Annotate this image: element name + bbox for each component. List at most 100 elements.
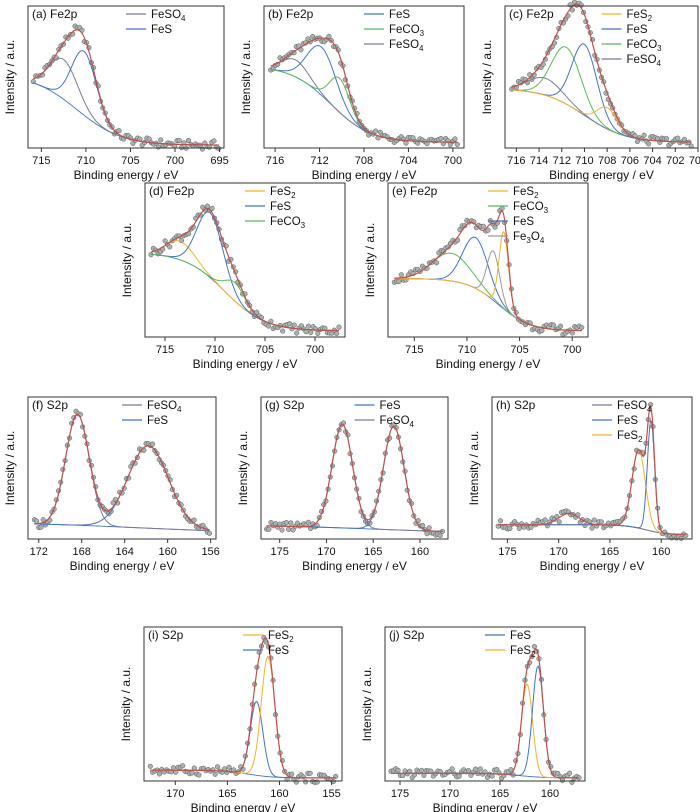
data-point xyxy=(582,522,588,529)
x-tick-label: 160 xyxy=(270,788,288,800)
panel-g: 175 170 165 160 Binding energy / eV Intensity… xyxy=(236,396,449,573)
legend-entry: FeCO3 xyxy=(270,216,306,230)
y-axis-label: Intensity / a.u. xyxy=(119,667,133,742)
legend-entry: FeS2 xyxy=(617,430,643,444)
data-point xyxy=(477,766,483,772)
data-point xyxy=(291,322,297,328)
panel-label: (b) Fe2p xyxy=(268,7,314,21)
data-point xyxy=(211,138,217,144)
x-tick-label: 175 xyxy=(498,546,516,558)
data-point xyxy=(300,774,306,780)
envelope-line xyxy=(150,636,336,779)
plot-frame xyxy=(27,5,225,149)
plot-frame xyxy=(260,396,449,540)
data-point xyxy=(155,144,161,150)
data-point xyxy=(663,136,670,142)
data-point xyxy=(395,767,401,773)
data-point xyxy=(334,331,340,337)
data-points xyxy=(388,643,582,785)
data-point xyxy=(420,522,426,528)
legend: FeS FeSO4 xyxy=(354,400,415,429)
x-tick-label: 700 xyxy=(689,155,700,167)
x-tick-label: 700 xyxy=(563,344,581,356)
peak-fes2 xyxy=(150,240,339,332)
x-tick-label: 165 xyxy=(601,546,619,558)
data-point xyxy=(158,137,164,143)
data-point xyxy=(216,146,222,152)
x-tick-label: 700 xyxy=(444,155,462,167)
data-point xyxy=(266,526,272,532)
data-point xyxy=(293,779,299,785)
data-points xyxy=(268,33,460,148)
data-point xyxy=(646,141,652,147)
legend-entry: FeS xyxy=(513,216,534,228)
y-axis-label: Intensity / a.u. xyxy=(360,667,374,742)
data-point xyxy=(433,260,440,266)
data-point xyxy=(284,776,290,782)
y-axis-label: Intensity / a.u. xyxy=(239,40,253,115)
x-tick-label: 704 xyxy=(643,155,661,167)
x-axis-label: Binding energy / eV xyxy=(549,168,654,182)
legend-entry: FeSO4 xyxy=(389,39,424,53)
x-axis-label: Binding energy / eV xyxy=(540,559,645,573)
data-point xyxy=(283,520,289,526)
x-tick-label: 716 xyxy=(507,155,525,167)
data-point xyxy=(551,322,557,328)
legend-entry: FeS2 xyxy=(513,186,539,200)
x-tick-label: 170 xyxy=(441,788,459,800)
peak-fes xyxy=(150,211,339,332)
x-tick-label: 715 xyxy=(156,344,174,356)
y-axis-label: Intensity / a.u. xyxy=(467,431,481,506)
y-axis-label: Intensity / a.u. xyxy=(236,431,250,506)
x-tick-label: 715 xyxy=(32,155,50,167)
legend-entry: FeS xyxy=(389,9,410,21)
data-point xyxy=(542,517,548,523)
legend-entry: FeCO3 xyxy=(389,24,425,38)
data-point xyxy=(150,441,156,447)
legend-entry: FeS xyxy=(617,415,638,427)
legend-entry: FeS xyxy=(151,24,172,36)
x-tick-label: 165 xyxy=(364,546,382,558)
data-point xyxy=(314,779,320,785)
data-point xyxy=(207,530,213,536)
peak-fes2 xyxy=(391,683,579,779)
envelope-line xyxy=(34,413,210,531)
data-point xyxy=(303,779,309,785)
x-tick-label: 706 xyxy=(621,155,639,167)
data-points xyxy=(495,402,689,541)
data-point xyxy=(539,328,545,334)
data-point xyxy=(180,763,186,769)
data-point xyxy=(419,767,425,773)
x-axis-label: Binding energy / eV xyxy=(433,801,538,812)
data-point xyxy=(147,763,153,769)
x-tick-label: 175 xyxy=(391,788,409,800)
x-tick-label: 695 xyxy=(210,155,228,167)
data-point xyxy=(452,136,458,142)
peak-fes2 xyxy=(394,230,582,332)
x-tick-label: 155 xyxy=(322,788,340,800)
legend-entry: FeS xyxy=(147,415,168,427)
data-point xyxy=(589,525,595,531)
panel-a: 715 710 705 700 695 Binding energy / eV Intens… xyxy=(3,5,229,182)
y-axis-label: Intensity / a.u. xyxy=(120,223,134,298)
plot-frame xyxy=(27,396,217,540)
panel-e: 715 710 705 700 Binding energy / eV Intensity… xyxy=(363,182,589,371)
y-axis-label: Intensity / a.u. xyxy=(3,431,17,506)
x-tick-label: 710 xyxy=(458,344,476,356)
data-point xyxy=(307,770,313,776)
data-point xyxy=(209,205,215,211)
legend-entry: FeSO4 xyxy=(151,9,186,23)
peak-feso4 xyxy=(34,413,210,532)
panel-label: (d) Fe2p xyxy=(149,184,195,198)
data-point xyxy=(196,772,202,778)
panel-f: 172 168 164 160 156 Binding energy / eV Intens… xyxy=(3,396,220,573)
data-point xyxy=(497,518,504,524)
x-tick-label: 716 xyxy=(266,155,284,167)
data-point xyxy=(634,139,640,145)
envelope-line xyxy=(266,423,443,532)
x-tick-label: 160 xyxy=(158,546,176,558)
data-point xyxy=(507,525,513,532)
x-tick-label: 700 xyxy=(306,344,324,356)
